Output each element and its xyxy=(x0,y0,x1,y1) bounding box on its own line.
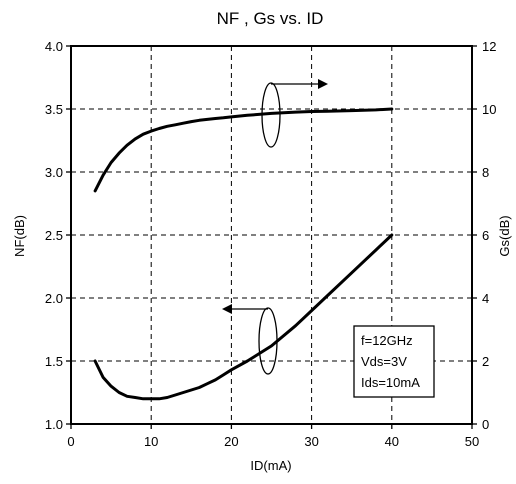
condition-vds: Vds=3V xyxy=(361,354,407,369)
y-right-tick-label: 12 xyxy=(482,39,496,54)
x-tick-label: 10 xyxy=(144,434,158,449)
plot-frame xyxy=(70,45,473,425)
y-left-tick-label: 1.0 xyxy=(45,417,63,432)
x-tick-labels: 0 10 20 30 40 50 xyxy=(67,434,479,449)
y-right-tick-label: 2 xyxy=(482,354,489,369)
y-right-tick-label: 6 xyxy=(482,228,489,243)
nf-left-axis-arrowhead xyxy=(222,304,232,314)
condition-ids: Ids=10mA xyxy=(361,375,420,390)
y-left-tick-labels: 1.0 1.5 2.0 2.5 3.0 3.5 4.0 xyxy=(45,39,63,432)
y-left-tick-label: 1.5 xyxy=(45,354,63,369)
y-right-tick-label: 8 xyxy=(482,165,489,180)
gs-series-line xyxy=(93,107,394,193)
conditions-box: f=12GHz Vds=3V Ids=10mA xyxy=(353,325,435,398)
y-left-tick-label: 2.0 xyxy=(45,291,63,306)
y-left-tick-label: 2.5 xyxy=(45,228,63,243)
conditions-box-frame xyxy=(353,325,435,398)
y-left-tick-label: 4.0 xyxy=(45,39,63,54)
y-left-tick-label: 3.5 xyxy=(45,102,63,117)
nf-series-line xyxy=(93,233,394,401)
y-left-tick-label: 3.0 xyxy=(45,165,63,180)
y-right-tick-label: 10 xyxy=(482,102,496,117)
gs-right-axis-arrowhead xyxy=(318,79,328,89)
x-tick-label: 50 xyxy=(465,434,479,449)
y-right-tick-label: 0 xyxy=(482,417,489,432)
x-axis-label: ID(mA) xyxy=(250,458,291,473)
x-tick-label: 40 xyxy=(385,434,399,449)
y-axis-label-right: Gs(dB) xyxy=(497,215,512,256)
gs-curve-indicator-ellipse xyxy=(261,82,281,148)
series-layer xyxy=(93,107,394,401)
x-tick-label: 0 xyxy=(67,434,74,449)
nf-curve-indicator-ellipse xyxy=(258,307,278,375)
y-axis-label-left: NF(dB) xyxy=(12,215,27,257)
x-tick-label: 30 xyxy=(304,434,318,449)
y-right-tick-label: 4 xyxy=(482,291,489,306)
axis-indicators xyxy=(222,79,328,375)
x-tick-label: 20 xyxy=(224,434,238,449)
condition-frequency: f=12GHz xyxy=(361,333,413,348)
y-right-tick-labels: 0 2 4 6 8 10 12 xyxy=(482,39,496,432)
chart-title: NF , Gs vs. ID xyxy=(217,9,324,28)
